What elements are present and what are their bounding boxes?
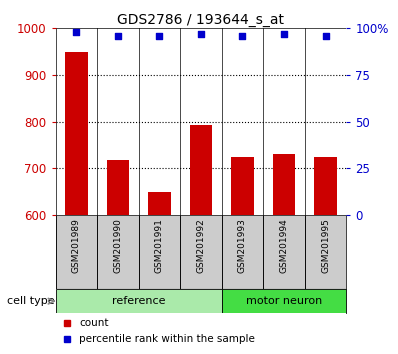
Point xyxy=(156,33,163,39)
Text: GSM201995: GSM201995 xyxy=(321,218,330,273)
Text: percentile rank within the sample: percentile rank within the sample xyxy=(79,335,255,344)
Bar xyxy=(222,289,346,313)
Text: GSM201993: GSM201993 xyxy=(238,218,247,273)
Point xyxy=(115,33,121,39)
Point xyxy=(322,33,329,39)
Text: GSM201989: GSM201989 xyxy=(72,218,81,273)
Bar xyxy=(56,289,222,313)
Bar xyxy=(97,215,139,289)
Bar xyxy=(56,215,97,289)
Bar xyxy=(139,215,180,289)
Point xyxy=(281,31,287,37)
Text: motor neuron: motor neuron xyxy=(246,296,322,306)
Text: cell type: cell type xyxy=(7,296,55,306)
Bar xyxy=(107,160,129,215)
Text: GSM201991: GSM201991 xyxy=(155,218,164,273)
Bar xyxy=(222,215,263,289)
Text: GSM201992: GSM201992 xyxy=(197,218,205,273)
Text: GSM201994: GSM201994 xyxy=(279,218,289,273)
Bar xyxy=(263,215,305,289)
Bar xyxy=(189,125,213,215)
Title: GDS2786 / 193644_s_at: GDS2786 / 193644_s_at xyxy=(117,13,285,27)
Text: reference: reference xyxy=(112,296,166,306)
Text: GSM201990: GSM201990 xyxy=(113,218,123,273)
Bar xyxy=(273,154,295,215)
Bar xyxy=(231,158,254,215)
Bar xyxy=(314,157,337,215)
Text: count: count xyxy=(79,318,109,327)
Bar xyxy=(180,215,222,289)
Point xyxy=(73,29,80,35)
Bar xyxy=(305,215,346,289)
Point xyxy=(239,33,246,39)
Bar xyxy=(148,192,171,215)
Point xyxy=(198,31,204,37)
Bar xyxy=(65,52,88,215)
